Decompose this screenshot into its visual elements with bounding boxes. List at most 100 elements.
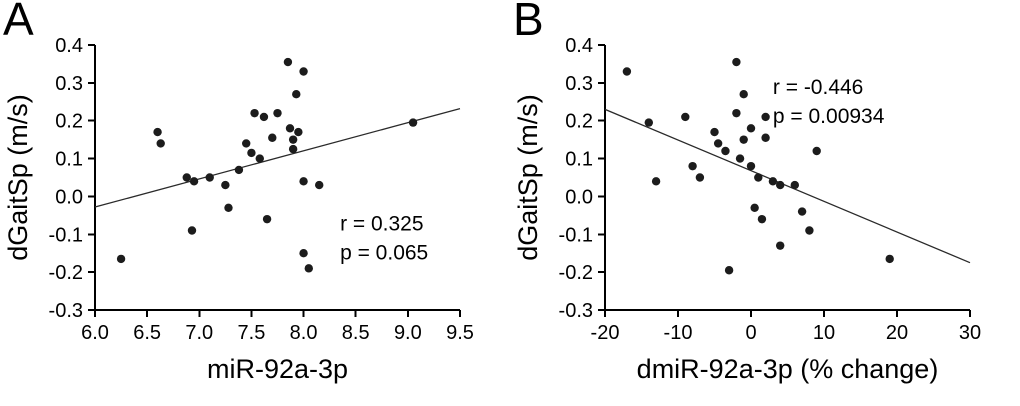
data-point [761, 112, 770, 122]
data-point [294, 127, 303, 137]
data-point [234, 165, 244, 175]
data-point [259, 112, 269, 122]
x-axis-label: miR-92a-3p [207, 354, 348, 384]
data-point [299, 67, 308, 76]
data-point [644, 118, 653, 127]
data-point [885, 254, 894, 264]
data-point [721, 146, 730, 156]
x-tick-label: 10 [813, 322, 835, 344]
data-point [299, 249, 308, 258]
y-tick-label: 0.1 [55, 149, 83, 171]
y-axis-label: dGaitSp (m/s) [513, 94, 543, 261]
y-tick-label: 0.0 [565, 186, 593, 208]
stats-annotation: p = 0.065 [340, 242, 428, 265]
y-tick-label: 0.3 [55, 73, 83, 95]
x-tick-label: 8.0 [290, 322, 318, 344]
x-tick-label: 7.0 [185, 322, 213, 344]
data-point [304, 264, 313, 273]
y-tick-label: -0.3 [49, 300, 83, 322]
data-point [262, 214, 272, 224]
panel-b-plot: -20 -10 0 10 20 30 -0.3 -0.2 -0.1 0.0 0.1 0.2 0.3 0.4… [513, 35, 981, 384]
data-point [187, 226, 197, 235]
panel-a: A 6.0 6.5 7.0 7.5 8.0 8.5 9.0 9.5 -0.3 -0.2 -0.1 0.… [3, 0, 474, 384]
data-point [247, 148, 256, 158]
data-point [285, 124, 295, 133]
data-point [768, 177, 778, 186]
panel-b: B -20 -10 0 10 20 30 -0.3 -0.2 -0.1 0.0 0.1 0.2 0.3 0… [510, 0, 1020, 406]
y-tick-label: 0.1 [565, 149, 593, 171]
data-point [732, 57, 741, 67]
y-tick-label: 0.4 [55, 35, 83, 57]
data-point [776, 180, 785, 190]
y-tick-label: 0.3 [565, 73, 593, 95]
panel-a-letter: A [3, 0, 34, 45]
y-tick-label: -0.2 [559, 262, 593, 284]
data-point [651, 177, 661, 186]
data-point [408, 118, 418, 127]
y-tick-label: 0.4 [565, 35, 593, 57]
x-tick-label: 0 [745, 322, 756, 344]
y-tick-label: -0.1 [49, 224, 83, 246]
data-point [732, 108, 741, 118]
data-point [273, 108, 282, 118]
data-point [739, 90, 748, 99]
x-tick-label: 8.5 [342, 322, 370, 344]
data-point [189, 177, 199, 186]
data-point [681, 112, 690, 122]
data-point [746, 124, 756, 133]
data-point [713, 139, 723, 148]
x-tick-label: 6.5 [133, 322, 161, 344]
data-point [242, 139, 251, 148]
data-point [250, 108, 259, 118]
data-point [292, 90, 301, 99]
data-point [761, 133, 770, 142]
data-point [790, 180, 799, 190]
data-point [776, 241, 785, 250]
trend-line [94, 107, 461, 208]
data-point [757, 214, 767, 224]
data-point [735, 154, 745, 163]
data-point [153, 127, 162, 137]
stats-annotation: p = 0.00934 [773, 105, 885, 128]
data-point [797, 207, 807, 216]
y-tick-label: -0.3 [559, 300, 593, 322]
data-point [754, 173, 763, 182]
data-point [622, 67, 632, 76]
data-point [315, 180, 324, 190]
x-tick-label: 6.0 [81, 322, 109, 344]
data-point [224, 203, 233, 212]
stats-annotation: r = 0.325 [340, 213, 423, 236]
y-axis-label: dGaitSp (m/s) [3, 94, 33, 261]
data-point [750, 203, 759, 212]
data-point [299, 177, 308, 186]
data-point [221, 180, 230, 190]
y-tick-label: -0.1 [559, 224, 593, 246]
data-point [283, 57, 293, 67]
data-point [288, 144, 298, 154]
trend-line [604, 108, 971, 264]
y-tick-label: 0.2 [565, 111, 593, 133]
data-point [182, 173, 191, 182]
x-tick-label: 9.5 [446, 322, 474, 344]
y-tick-label: -0.2 [49, 262, 83, 284]
data-point [688, 161, 697, 171]
x-tick-label: 20 [886, 322, 908, 344]
data-point [805, 226, 814, 235]
x-axis-label: dmiR-92a-3p (% change) [637, 354, 939, 384]
data-point [288, 135, 298, 144]
stats-annotation: r = -0.446 [773, 76, 863, 99]
data-point [205, 173, 214, 182]
data-point [156, 139, 165, 148]
data-point [116, 254, 126, 264]
data-point [746, 161, 756, 171]
panel-b-letter: B [513, 0, 544, 45]
data-point [724, 266, 734, 275]
x-tick-label: 7.5 [238, 322, 266, 344]
x-tick-label: -10 [664, 322, 693, 344]
data-point [695, 173, 705, 182]
data-point [739, 135, 748, 144]
data-point [268, 133, 277, 142]
data-point [812, 146, 821, 156]
x-tick-label: 30 [959, 322, 981, 344]
